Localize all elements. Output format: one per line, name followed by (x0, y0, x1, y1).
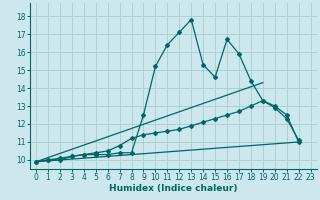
X-axis label: Humidex (Indice chaleur): Humidex (Indice chaleur) (109, 184, 237, 193)
